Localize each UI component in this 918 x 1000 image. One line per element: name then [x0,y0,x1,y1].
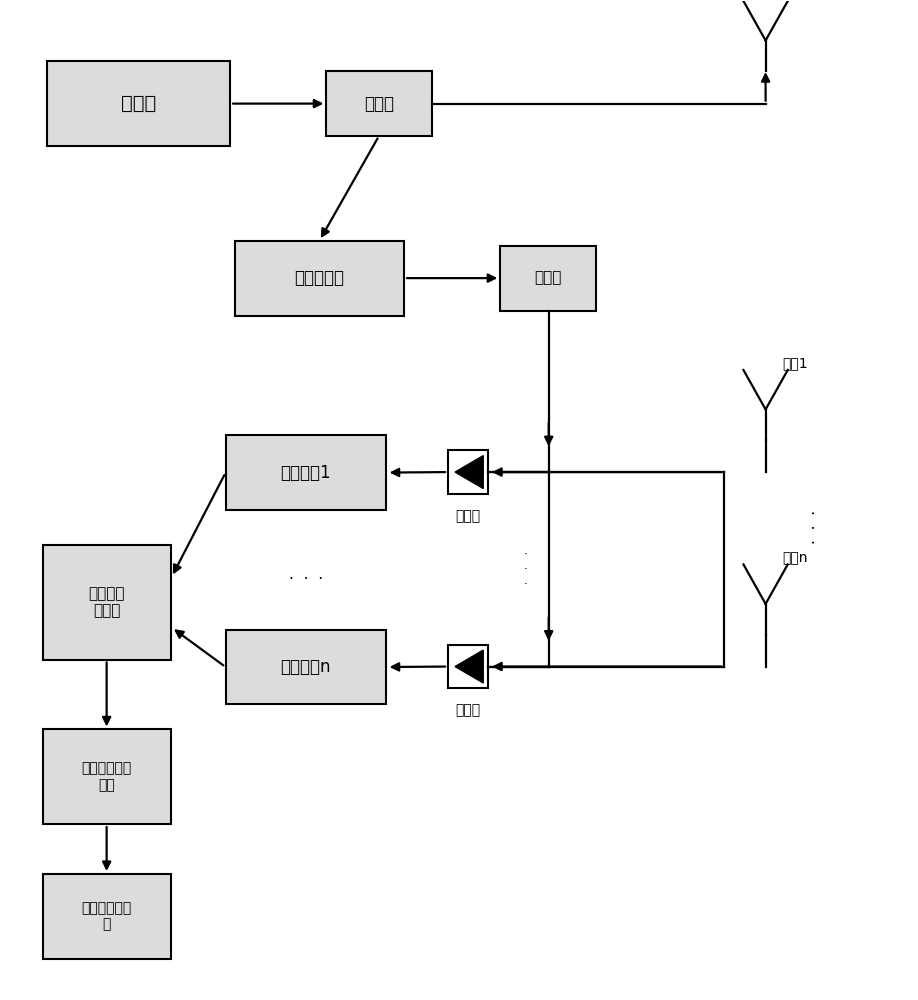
Bar [448,645,488,688]
Bar [326,71,431,136]
Bar [42,729,171,824]
Text: 数据形成
与记录: 数据形成 与记录 [88,586,125,618]
Polygon shape [455,650,483,683]
Bar [500,246,597,311]
Text: 定标信号源: 定标信号源 [295,269,344,287]
Bar [47,61,230,146]
Text: 耦合器: 耦合器 [364,95,394,113]
Text: ·
·
·: · · · [524,548,528,591]
Bar [235,241,404,316]
Bar [226,435,386,510]
Text: 相位变化历程
分析: 相位变化历程 分析 [82,762,132,792]
Bar [448,450,488,494]
Polygon shape [455,456,483,489]
Text: 合路器: 合路器 [455,703,481,717]
Text: ·  ·  ·: · · · [809,510,823,544]
Text: 天线1: 天线1 [782,356,808,370]
Text: 误差测量与补
偿: 误差测量与补 偿 [82,901,132,931]
Text: 分路器: 分路器 [534,271,562,286]
Text: 接收通道1: 接收通道1 [280,464,331,482]
Bar [42,874,171,959]
Text: 发射机: 发射机 [121,94,156,113]
Bar [226,630,386,704]
Text: 接收通道n: 接收通道n [281,658,331,676]
Text: 天线n: 天线n [782,551,808,565]
Text: 合路器: 合路器 [455,509,481,523]
Bar [42,545,171,660]
Text: ·  ·  ·: · · · [288,572,323,587]
